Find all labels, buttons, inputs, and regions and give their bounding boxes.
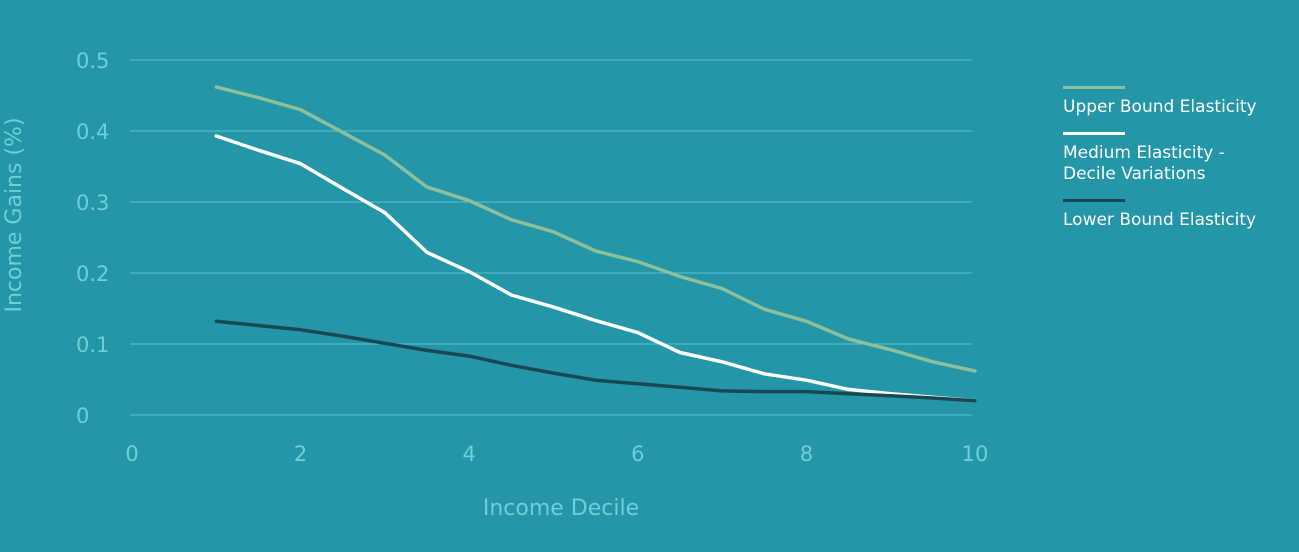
legend-label-medium: Medium Elasticity - Decile Variations <box>1063 143 1225 184</box>
series-lines <box>214 85 977 403</box>
x-tick-label: 4 <box>463 442 476 466</box>
legend-swatch-medium <box>1063 132 1125 135</box>
legend-label-upper: Upper Bound Elasticity <box>1063 97 1257 117</box>
x-tick-label: 0 <box>125 442 138 466</box>
series-line-1 <box>214 134 977 403</box>
series-line-0 <box>214 85 977 373</box>
x-tick-label: 10 <box>962 442 989 466</box>
x-tick-label: 6 <box>631 442 644 466</box>
y-axis-title: Income Gains (%) <box>2 117 27 312</box>
y-tick-label: 0.4 <box>76 120 109 144</box>
x-axis-ticks: 0 2 4 6 8 10 <box>125 442 988 466</box>
x-tick-label: 8 <box>800 442 813 466</box>
y-axis-ticks: 0 0.1 0.2 0.3 0.4 0.5 <box>76 49 109 428</box>
legend-label-lower: Lower Bound Elasticity <box>1063 210 1257 230</box>
y-tick-label: 0.5 <box>76 49 109 73</box>
y-tick-label: 0.1 <box>76 333 109 357</box>
legend-swatch-upper <box>1063 86 1125 89</box>
x-tick-label: 2 <box>294 442 307 466</box>
legend: Upper Bound Elasticity Medium Elasticity… <box>1063 86 1299 245</box>
legend-item-medium: Medium Elasticity - Decile Variations <box>1063 132 1299 185</box>
y-tick-label: 0.2 <box>76 262 109 286</box>
legend-item-upper: Upper Bound Elasticity <box>1063 86 1299 118</box>
legend-swatch-lower <box>1063 199 1125 202</box>
y-tick-label: 0 <box>76 404 89 428</box>
series-line-2 <box>214 319 977 403</box>
x-axis-title: Income Decile <box>483 496 639 521</box>
gridlines <box>130 59 972 416</box>
y-tick-label: 0.3 <box>76 191 109 215</box>
legend-item-lower: Lower Bound Elasticity <box>1063 199 1299 231</box>
